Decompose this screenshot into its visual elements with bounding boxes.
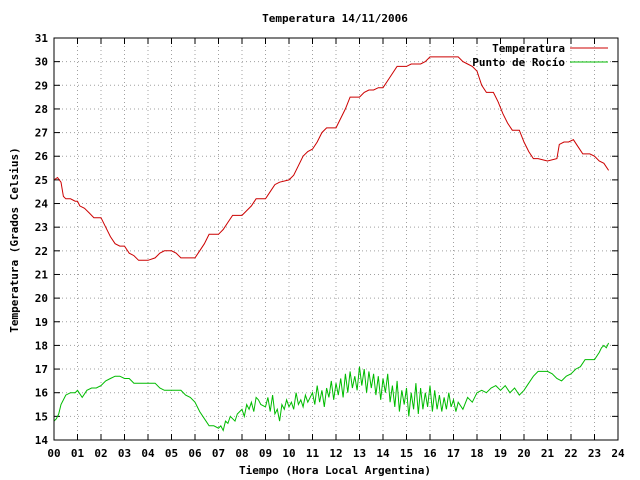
y-tick-label: 30 — [35, 56, 48, 69]
x-tick-label: 08 — [235, 447, 248, 460]
y-tick-label: 23 — [35, 221, 48, 234]
series-line-temperatura — [53, 56, 610, 261]
x-tick-label: 17 — [447, 447, 460, 460]
x-tick-label: 13 — [353, 447, 366, 460]
y-tick-label: 25 — [35, 174, 48, 187]
x-tick-label: 12 — [329, 447, 342, 460]
y-axis-label: Temperatura (Grados Celsius) — [8, 147, 21, 332]
y-tick-label: 19 — [35, 316, 48, 329]
x-tick-label: 02 — [94, 447, 107, 460]
legend-label: Punto de Rocío — [472, 56, 565, 69]
y-tick-label: 14 — [35, 434, 49, 447]
y-tick-label: 24 — [35, 198, 49, 211]
x-tick-label: 10 — [282, 447, 295, 460]
y-tick-label: 26 — [35, 150, 49, 163]
y-tick-label: 28 — [35, 103, 48, 116]
x-tick-label: 03 — [118, 447, 131, 460]
series-line-punto-de-rocio — [53, 342, 610, 432]
tick-layer: 00 01 02 03 04 05 06 07 08 09 10 11 12 13 14 15 16 17 18 19… — [35, 32, 625, 460]
x-tick-label: 00 — [47, 447, 60, 460]
x-tick-label: 16 — [423, 447, 437, 460]
x-tick-label: 20 — [517, 447, 530, 460]
x-tick-label: 07 — [212, 447, 225, 460]
y-tick-label: 29 — [35, 79, 48, 92]
x-tick-label: 24 — [611, 447, 625, 460]
x-tick-label: 14 — [376, 447, 390, 460]
y-tick-label: 16 — [35, 387, 49, 400]
x-tick-label: 04 — [141, 447, 155, 460]
x-tick-label: 01 — [71, 447, 85, 460]
plot-frame — [53, 37, 619, 441]
x-tick-label: 05 — [165, 447, 178, 460]
x-tick-label: 21 — [541, 447, 555, 460]
x-tick-label: 09 — [259, 447, 272, 460]
y-tick-label: 22 — [35, 245, 48, 258]
chart-title: Temperatura 14/11/2006 — [262, 12, 408, 25]
y-tick-label: 21 — [35, 268, 49, 281]
y-tick-label: 20 — [35, 292, 48, 305]
y-tick-label: 15 — [35, 410, 48, 423]
y-tick-label: 31 — [35, 32, 49, 45]
x-tick-label: 22 — [564, 447, 577, 460]
x-tick-label: 23 — [588, 447, 601, 460]
series-layer — [53, 56, 610, 432]
legend-label: Temperatura — [492, 42, 565, 55]
y-tick-label: 27 — [35, 127, 48, 140]
x-tick-label: 18 — [470, 447, 483, 460]
x-tick-label: 11 — [306, 447, 320, 460]
x-tick-label: 06 — [188, 447, 202, 460]
x-tick-label: 15 — [400, 447, 413, 460]
x-axis-label: Tiempo (Hora Local Argentina) — [239, 464, 431, 477]
y-tick-label: 18 — [35, 339, 48, 352]
grid-layer — [54, 38, 618, 440]
x-tick-label: 19 — [494, 447, 507, 460]
y-tick-label: 17 — [35, 363, 48, 376]
